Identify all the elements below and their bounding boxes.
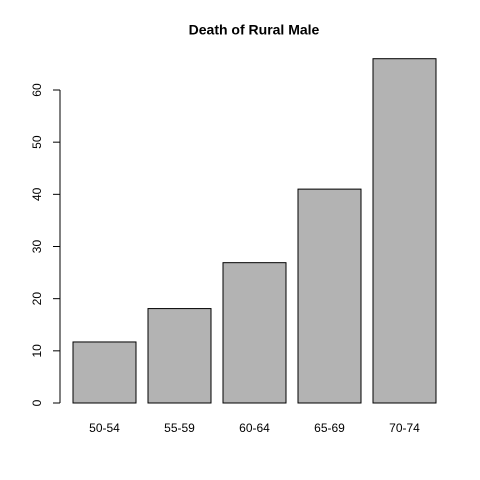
x-tick-label: 60-64: [239, 421, 270, 435]
y-tick-label: 50: [30, 135, 44, 149]
chart-title: Death of Rural Male: [189, 22, 320, 38]
x-tick-label: 65-69: [314, 421, 345, 435]
y-tick-label: 60: [30, 83, 44, 97]
x-tick-label: 55-59: [164, 421, 195, 435]
y-tick-label: 20: [30, 292, 44, 306]
y-tick-label: 40: [30, 187, 44, 201]
y-tick-label: 10: [30, 344, 44, 358]
x-tick-label: 70-74: [389, 421, 420, 435]
bar: [372, 58, 437, 404]
y-tick-label: 0: [30, 399, 44, 406]
y-tick-label: 30: [30, 240, 44, 254]
x-tick-label: 50-54: [89, 421, 120, 435]
bar: [222, 262, 287, 404]
bar: [297, 188, 362, 404]
bar: [147, 308, 212, 404]
bar: [72, 341, 137, 404]
